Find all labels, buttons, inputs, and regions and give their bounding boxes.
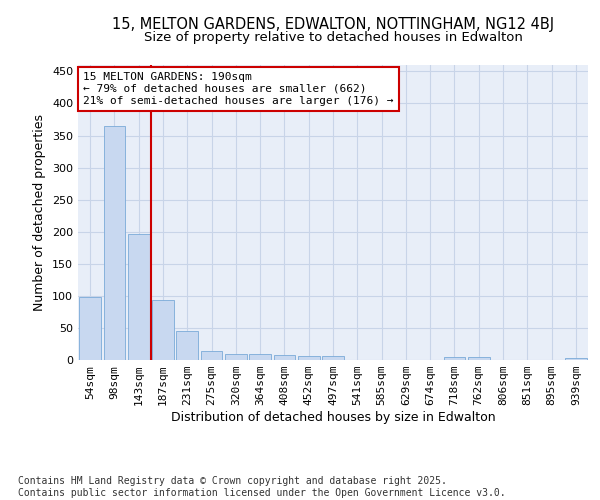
Bar (128, 234, 149, 360)
Text: Size of property relative to detached houses in Edwalton: Size of property relative to detached ho… (143, 31, 523, 44)
Bar (79, 297, 101, 360)
Bar (176, 331, 198, 360)
Text: 15, MELTON GARDENS, EDWALTON, NOTTINGHAM, NG12 4BJ: 15, MELTON GARDENS, EDWALTON, NOTTINGHAM… (112, 18, 554, 32)
Bar (274, 355, 295, 360)
Bar (322, 356, 344, 360)
Bar (152, 300, 174, 360)
Bar (225, 354, 247, 360)
Text: Contains HM Land Registry data © Crown copyright and database right 2025.
Contai: Contains HM Land Registry data © Crown c… (18, 476, 506, 498)
Bar (468, 358, 490, 360)
Bar (249, 354, 271, 360)
Bar (200, 351, 223, 360)
X-axis label: Distribution of detached houses by size in Edwalton: Distribution of detached houses by size … (170, 411, 496, 424)
Bar (443, 358, 466, 360)
Y-axis label: Number of detached properties: Number of detached properties (34, 114, 46, 311)
Bar (565, 358, 587, 360)
Bar (104, 126, 125, 360)
Bar (298, 356, 320, 360)
Text: 15 MELTON GARDENS: 190sqm
← 79% of detached houses are smaller (662)
21% of semi: 15 MELTON GARDENS: 190sqm ← 79% of detac… (83, 72, 394, 106)
